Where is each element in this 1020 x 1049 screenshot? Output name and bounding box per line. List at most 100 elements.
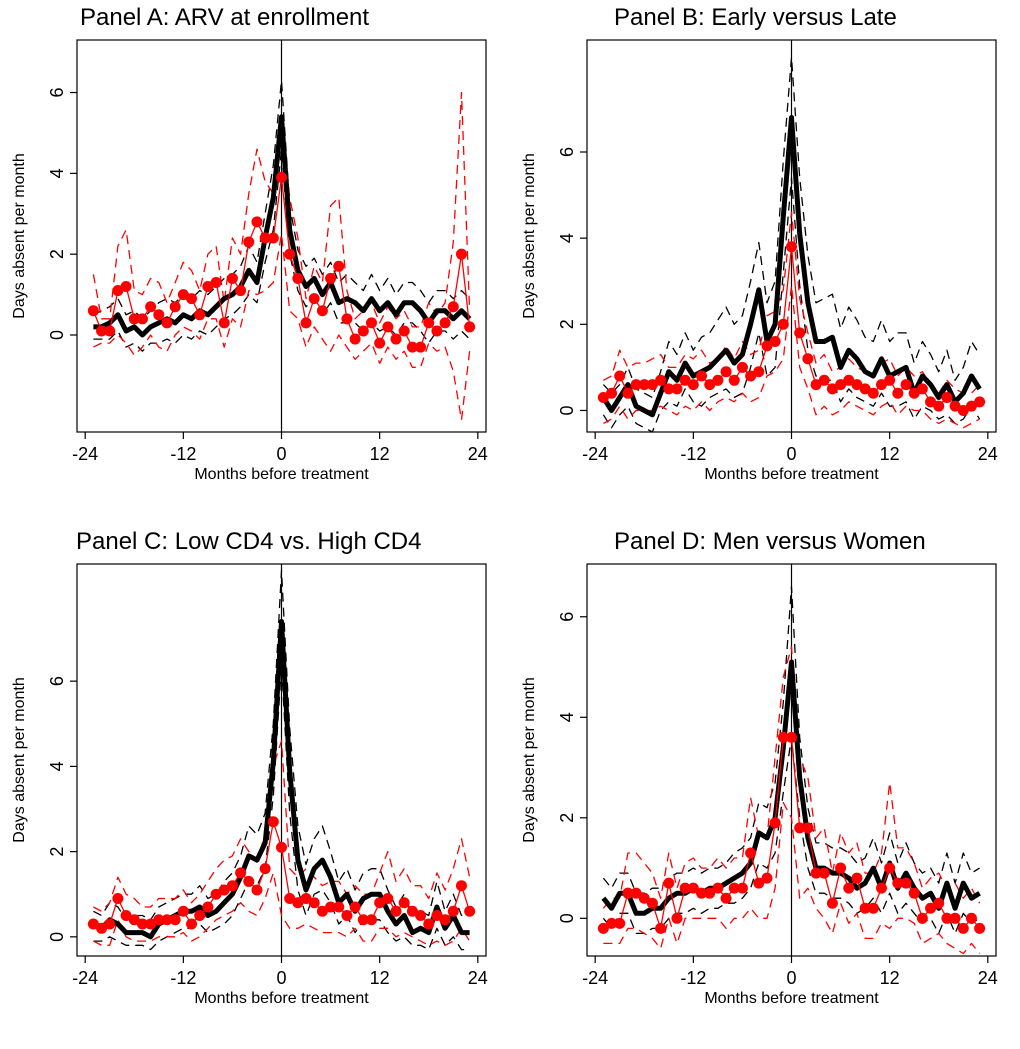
x-tick-label: 12 — [880, 968, 900, 988]
red-estimate-point — [325, 901, 337, 913]
y-tick-label: 2 — [557, 319, 577, 329]
red-estimate-point — [161, 317, 173, 329]
red-estimate-point — [120, 281, 132, 293]
panel-c-title: Panel C: Low CD4 vs. High CD4 — [76, 528, 422, 555]
red-estimate-point — [267, 232, 279, 244]
red-estimate-point — [761, 872, 773, 884]
x-axis-label: Months before treatment — [704, 990, 879, 1007]
panel-a: Panel A: ARV at enrollment -24 -12 0 12 24 0 2… — [0, 0, 510, 524]
x-tick-label: 24 — [468, 444, 488, 464]
red-estimate-point — [169, 914, 181, 926]
red-estimate-point — [194, 309, 206, 321]
red-estimate-point — [859, 902, 871, 914]
x-axis-label: Months before treatment — [194, 990, 369, 1007]
black-estimate-line — [601, 115, 982, 418]
red-estimate-point — [210, 276, 222, 288]
red-estimate-point — [818, 374, 830, 386]
red-estimate-point — [614, 370, 626, 382]
x-tick-label: -12 — [170, 444, 196, 464]
red-estimate-point — [276, 171, 287, 183]
red-estimate-point — [341, 910, 353, 922]
y-tick-label: 6 — [557, 147, 577, 157]
y-axis-label: Days absent per month — [11, 677, 28, 842]
y-tick-label: 2 — [47, 847, 67, 857]
red-estimate-point — [777, 318, 789, 330]
red-estimate-point — [251, 216, 263, 228]
red-estimate-point — [308, 293, 320, 305]
panel-b-title: Panel B: Early versus Late — [614, 4, 897, 31]
red-estimate-point — [720, 892, 732, 904]
red-estimate-point — [390, 905, 402, 917]
red-estimate-point — [630, 379, 642, 391]
y-tick-label: 4 — [47, 168, 67, 178]
red-estimate-point — [112, 285, 124, 297]
y-axis-label: Days absent per month — [11, 153, 28, 318]
x-tick-label: 0 — [786, 968, 796, 988]
red-estimate-point — [153, 914, 165, 926]
red-estimate-point — [851, 379, 863, 391]
red-estimate-point — [753, 877, 765, 889]
red-estimate-point — [194, 910, 206, 922]
red-estimate-point — [892, 387, 904, 399]
red-ci-line — [602, 646, 981, 909]
red-estimate-point — [398, 325, 410, 337]
red-estimate-point — [226, 272, 238, 284]
red-estimate-point — [398, 897, 410, 909]
red-estimate-point — [826, 383, 838, 395]
red-estimate-point — [112, 892, 124, 904]
black-estimate-line — [93, 114, 472, 338]
red-estimate-point — [957, 404, 969, 416]
red-estimate-point — [687, 379, 699, 391]
red-estimate-point — [341, 313, 353, 325]
red-estimate-point — [712, 374, 724, 386]
red-estimate-point — [284, 892, 296, 904]
red-estimate-point — [884, 862, 896, 874]
red-estimate-point — [308, 897, 320, 909]
red-estimate-point — [786, 731, 797, 743]
red-estimate-point — [843, 882, 855, 894]
x-tick-label: 0 — [276, 444, 286, 464]
red-estimate-point — [908, 387, 920, 399]
red-estimate-point — [210, 888, 222, 900]
red-estimate-point — [202, 901, 214, 913]
red-estimate-point — [965, 912, 977, 924]
red-estimate-point — [614, 917, 626, 929]
y-tick-label: 2 — [557, 813, 577, 823]
red-estimate-point — [316, 905, 328, 917]
red-estimate-point — [884, 374, 896, 386]
red-estimate-point — [916, 912, 928, 924]
red-estimate-point — [622, 887, 634, 899]
red-estimate-point — [333, 260, 345, 272]
red-estimate-point — [284, 248, 296, 260]
red-estimate-point — [646, 897, 658, 909]
red-ci-line — [93, 740, 471, 912]
red-estimate-point — [835, 862, 847, 874]
red-estimate-point — [687, 882, 699, 894]
red-estimate-point — [406, 905, 418, 917]
red-estimate-point — [464, 321, 476, 333]
red-estimate-point — [941, 392, 953, 404]
red-estimate-point — [761, 340, 773, 352]
red-estimate-point — [382, 321, 394, 333]
red-estimate-point — [867, 902, 879, 914]
y-tick-label: 0 — [47, 932, 67, 942]
x-tick-label: -24 — [582, 444, 608, 464]
x-tick-label: 0 — [276, 968, 286, 988]
red-estimate-point — [136, 313, 148, 325]
red-estimate-point — [145, 301, 157, 313]
red-estimate-point — [671, 912, 683, 924]
red-estimate-point — [663, 877, 675, 889]
red-estimate-point — [251, 884, 263, 896]
red-estimate-point — [843, 374, 855, 386]
red-estimate-point — [671, 383, 683, 395]
x-tick-label: 24 — [978, 968, 998, 988]
y-tick-label: 4 — [47, 761, 67, 771]
panel-a-title: Panel A: ARV at enrollment — [80, 4, 370, 31]
red-estimate-point — [259, 232, 271, 244]
red-estimate-point — [745, 370, 757, 382]
y-tick-label: 6 — [47, 88, 67, 98]
red-estimate-point — [949, 912, 961, 924]
red-estimate-point — [916, 383, 928, 395]
panel-b: Panel B: Early versus Late -24 -12 0 12 24 0 2… — [510, 0, 1020, 524]
